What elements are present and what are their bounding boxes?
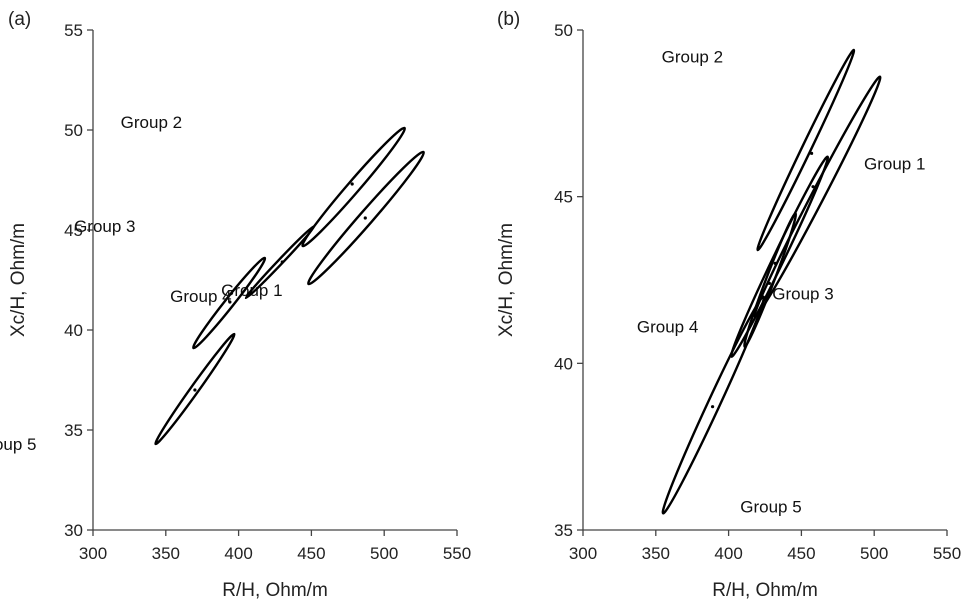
x-tick-label: 550 bbox=[443, 544, 471, 563]
group-5-mean-point bbox=[193, 388, 197, 392]
x-tick-label: 350 bbox=[152, 544, 180, 563]
group-5-label: Group 5 bbox=[0, 435, 37, 454]
y-tick-label: 55 bbox=[64, 21, 83, 40]
group-5-mean-point bbox=[710, 405, 715, 409]
x-axis-title: R/H, Ohm/m bbox=[712, 580, 818, 601]
y-tick-label: 40 bbox=[554, 354, 573, 373]
panel-label: (a) bbox=[8, 9, 31, 30]
group-2-mean-point bbox=[350, 182, 354, 186]
x-tick-label: 500 bbox=[860, 544, 888, 563]
x-tick-label: 500 bbox=[370, 544, 398, 563]
y-tick-label: 40 bbox=[64, 321, 83, 340]
group-1-label: Group 1 bbox=[864, 154, 925, 173]
x-tick-label: 300 bbox=[79, 544, 107, 563]
chart-panel-2: (b) 300 350 400 450 500 550 35 40 45 50 R/H, Ohm/m X… bbox=[496, 9, 961, 601]
y-tick-label: 30 bbox=[64, 521, 83, 540]
group-1-ellipse bbox=[307, 150, 425, 286]
group-2-mean-point bbox=[809, 151, 814, 155]
group-3-label: Group 3 bbox=[772, 284, 833, 303]
group-3-mean-point bbox=[280, 260, 284, 264]
y-tick-label: 50 bbox=[64, 121, 83, 140]
x-tick-label: 450 bbox=[297, 544, 325, 563]
x-tick-label: 300 bbox=[569, 544, 597, 563]
panel-label: (b) bbox=[497, 9, 520, 30]
group-2-ellipse bbox=[756, 48, 856, 252]
group-3-mean-point bbox=[773, 261, 777, 265]
chart-panel-1: (a) 300 350 400 450 500 550 30 35 40 45 50 55 R/H, Oh… bbox=[0, 9, 471, 601]
group-4-label: Group 4 bbox=[637, 318, 698, 337]
group-5-ellipse bbox=[154, 332, 236, 446]
y-tick-label: 50 bbox=[554, 21, 573, 40]
y-tick-label: 45 bbox=[64, 221, 83, 240]
group-1-mean-point bbox=[363, 216, 367, 220]
y-axis-title: Xc/H, Ohm/m bbox=[496, 223, 517, 337]
group-3-label: Group 3 bbox=[74, 217, 135, 236]
y-axis-title: Xc/H, Ohm/m bbox=[8, 223, 29, 337]
y-tick-label: 45 bbox=[554, 188, 573, 207]
x-tick-label: 450 bbox=[787, 544, 815, 563]
group-1-mean-point bbox=[811, 185, 815, 189]
x-axis-title: R/H, Ohm/m bbox=[222, 580, 328, 601]
group-3-ellipse bbox=[244, 224, 316, 300]
group-4-mean-point bbox=[767, 281, 771, 285]
y-tick-label: 35 bbox=[64, 421, 83, 440]
x-tick-label: 350 bbox=[642, 544, 670, 563]
y-tick-label: 35 bbox=[554, 521, 573, 540]
group-5-label: Group 5 bbox=[740, 498, 801, 517]
group-4-mean-point bbox=[228, 300, 232, 304]
x-tick-label: 550 bbox=[933, 544, 961, 563]
group-5-ellipse bbox=[661, 295, 766, 515]
group-4-ellipse bbox=[192, 256, 267, 350]
x-tick-label: 400 bbox=[224, 544, 252, 563]
x-tick-label: 400 bbox=[714, 544, 742, 563]
group-4-label: Group 4 bbox=[170, 287, 231, 306]
group-2-label: Group 2 bbox=[662, 48, 723, 67]
group-2-label: Group 2 bbox=[121, 113, 182, 132]
group-2-ellipse bbox=[301, 126, 406, 248]
